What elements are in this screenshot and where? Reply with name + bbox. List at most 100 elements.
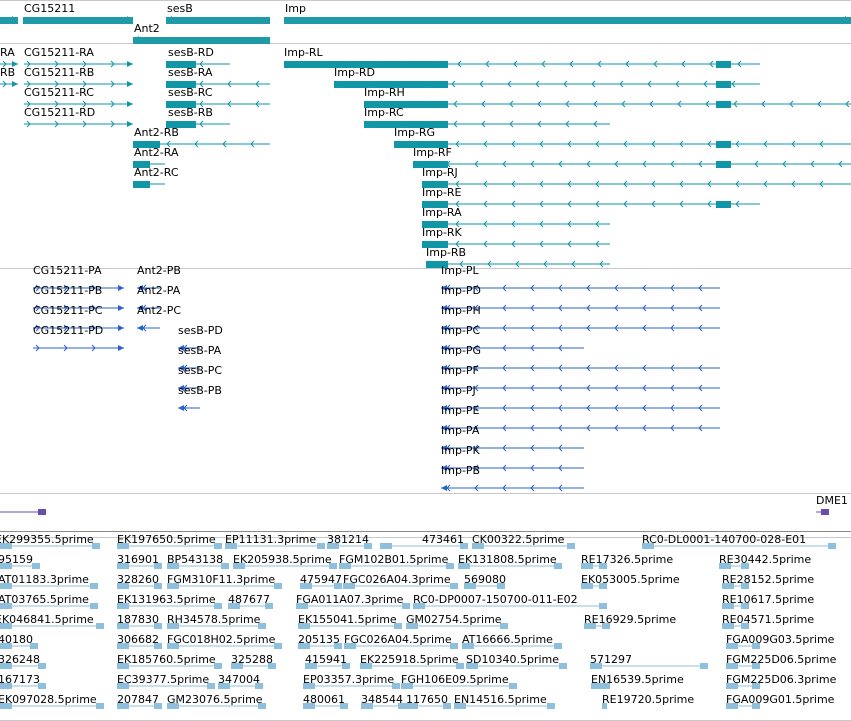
feature-label[interactable]: RH34578.5prime <box>167 613 261 626</box>
exon-block[interactable] <box>166 101 196 108</box>
gene-arrowhead[interactable] <box>127 16 133 24</box>
strand-chevron[interactable] <box>563 80 568 88</box>
strand-chevron[interactable] <box>199 100 204 108</box>
est-block[interactable] <box>228 603 240 609</box>
feature-label[interactable]: EK225918.5prime <box>360 653 459 666</box>
feature-label[interactable]: DME1 <box>816 494 848 507</box>
strand-chevron[interactable] <box>558 444 563 452</box>
est-block[interactable] <box>258 703 266 709</box>
est-block[interactable] <box>117 563 129 569</box>
est-block[interactable] <box>472 543 484 549</box>
strand-chevron[interactable] <box>110 100 115 108</box>
feature-label[interactable]: CG15211-RD <box>24 106 96 119</box>
feature-label[interactable]: sesB-RB <box>168 106 213 119</box>
transcript-arrowhead[interactable] <box>127 81 133 87</box>
transcript-arrowhead[interactable] <box>334 81 340 87</box>
est-block[interactable] <box>413 603 425 609</box>
est-block[interactable] <box>117 683 129 689</box>
feature-label[interactable]: Imp-PH <box>441 304 481 317</box>
est-block[interactable] <box>305 663 317 669</box>
est-block[interactable] <box>590 663 602 669</box>
strand-chevron[interactable] <box>677 100 682 108</box>
strand-chevron[interactable] <box>707 200 712 208</box>
feature-label[interactable]: sesB <box>167 2 193 15</box>
est-block[interactable] <box>0 703 12 709</box>
strand-chevron[interactable] <box>614 284 619 292</box>
feature-label[interactable]: Imp-PA <box>441 424 480 437</box>
est-block[interactable] <box>117 623 129 629</box>
est-block[interactable] <box>642 543 654 549</box>
est-block[interactable] <box>258 623 266 629</box>
est-block[interactable] <box>274 583 282 589</box>
feature-label[interactable]: CK00322.5prime <box>472 533 565 546</box>
exon-block[interactable] <box>422 221 448 228</box>
strand-chevron[interactable] <box>35 304 40 312</box>
strand-chevron[interactable] <box>483 240 488 248</box>
strand-chevron[interactable] <box>54 80 59 88</box>
transcript-arrowhead[interactable] <box>178 345 184 351</box>
transcript-arrowhead[interactable] <box>441 465 447 471</box>
strand-chevron[interactable] <box>593 100 598 108</box>
exon-block[interactable] <box>364 121 448 128</box>
gene-bar[interactable] <box>166 17 270 24</box>
feature-label[interactable]: Ant2-RC <box>134 166 179 179</box>
feature-label[interactable]: RE16929.5prime <box>584 613 677 626</box>
feature-label[interactable]: Ant2-PA <box>137 284 181 297</box>
transcript-arrowhead[interactable] <box>441 425 447 431</box>
strand-chevron[interactable] <box>82 100 87 108</box>
feature-label[interactable]: Imp-PK <box>441 444 480 457</box>
feature-label[interactable]: EK205938.5prime <box>233 553 332 566</box>
strand-chevron[interactable] <box>595 180 600 188</box>
exon-block[interactable] <box>166 121 196 128</box>
exon-block[interactable] <box>716 81 731 88</box>
strand-chevron[interactable] <box>483 200 488 208</box>
exon-block[interactable] <box>413 161 448 168</box>
est-block[interactable] <box>38 663 46 669</box>
est-block[interactable] <box>167 623 179 629</box>
gene-bar[interactable] <box>23 17 133 24</box>
feature-label[interactable]: 347004 <box>218 673 260 686</box>
strand-chevron[interactable] <box>199 120 204 128</box>
strand-chevron[interactable] <box>530 324 535 332</box>
strand-chevron[interactable] <box>763 180 768 188</box>
strand-chevron[interactable] <box>227 80 232 88</box>
strand-chevron[interactable] <box>110 80 115 88</box>
est-block[interactable] <box>752 643 760 649</box>
strand-chevron[interactable] <box>586 284 591 292</box>
transcript-arrowhead[interactable] <box>127 101 133 107</box>
strand-chevron[interactable] <box>455 200 460 208</box>
feature-label[interactable]: Imp-PJ <box>441 384 476 397</box>
est-block[interactable] <box>274 643 282 649</box>
strand-chevron[interactable] <box>515 260 520 268</box>
est-block[interactable] <box>231 663 243 669</box>
feature-label[interactable]: 473461 <box>422 533 464 546</box>
transcript-arrowhead[interactable] <box>178 405 184 411</box>
strand-chevron[interactable] <box>789 100 794 108</box>
strand-chevron[interactable] <box>558 344 563 352</box>
est-block[interactable] <box>0 643 12 649</box>
est-block[interactable] <box>303 683 315 689</box>
transcript-arrowhead[interactable] <box>166 101 172 107</box>
strand-chevron[interactable] <box>222 140 227 148</box>
feature-label[interactable]: 316901 <box>117 553 159 566</box>
transcript-arrowhead[interactable] <box>441 485 447 491</box>
feature-label[interactable]: FGM225D06.3prime <box>726 673 837 686</box>
est-block[interactable] <box>464 583 476 589</box>
est-block[interactable] <box>401 683 413 689</box>
transcript-arrowhead[interactable] <box>12 61 18 67</box>
feature-label[interactable]: RE30442.5prime <box>719 553 812 566</box>
strand-chevron[interactable] <box>54 120 59 128</box>
transcript-arrowhead[interactable] <box>118 345 124 351</box>
est-block[interactable] <box>303 703 315 709</box>
feature-label[interactable]: Ant2-PB <box>137 264 181 277</box>
est-block[interactable] <box>334 583 342 589</box>
feature-label[interactable]: Imp-RL <box>284 46 323 59</box>
transcript-arrowhead[interactable] <box>422 241 428 247</box>
strand-chevron[interactable] <box>110 120 115 128</box>
feature-label[interactable]: 325288 <box>231 653 273 666</box>
strand-chevron[interactable] <box>586 304 591 312</box>
strand-chevron[interactable] <box>255 100 260 108</box>
feature-label[interactable]: RB <box>0 66 16 79</box>
feature-label[interactable]: 205135 <box>298 633 340 646</box>
gene-bar[interactable] <box>0 17 18 24</box>
